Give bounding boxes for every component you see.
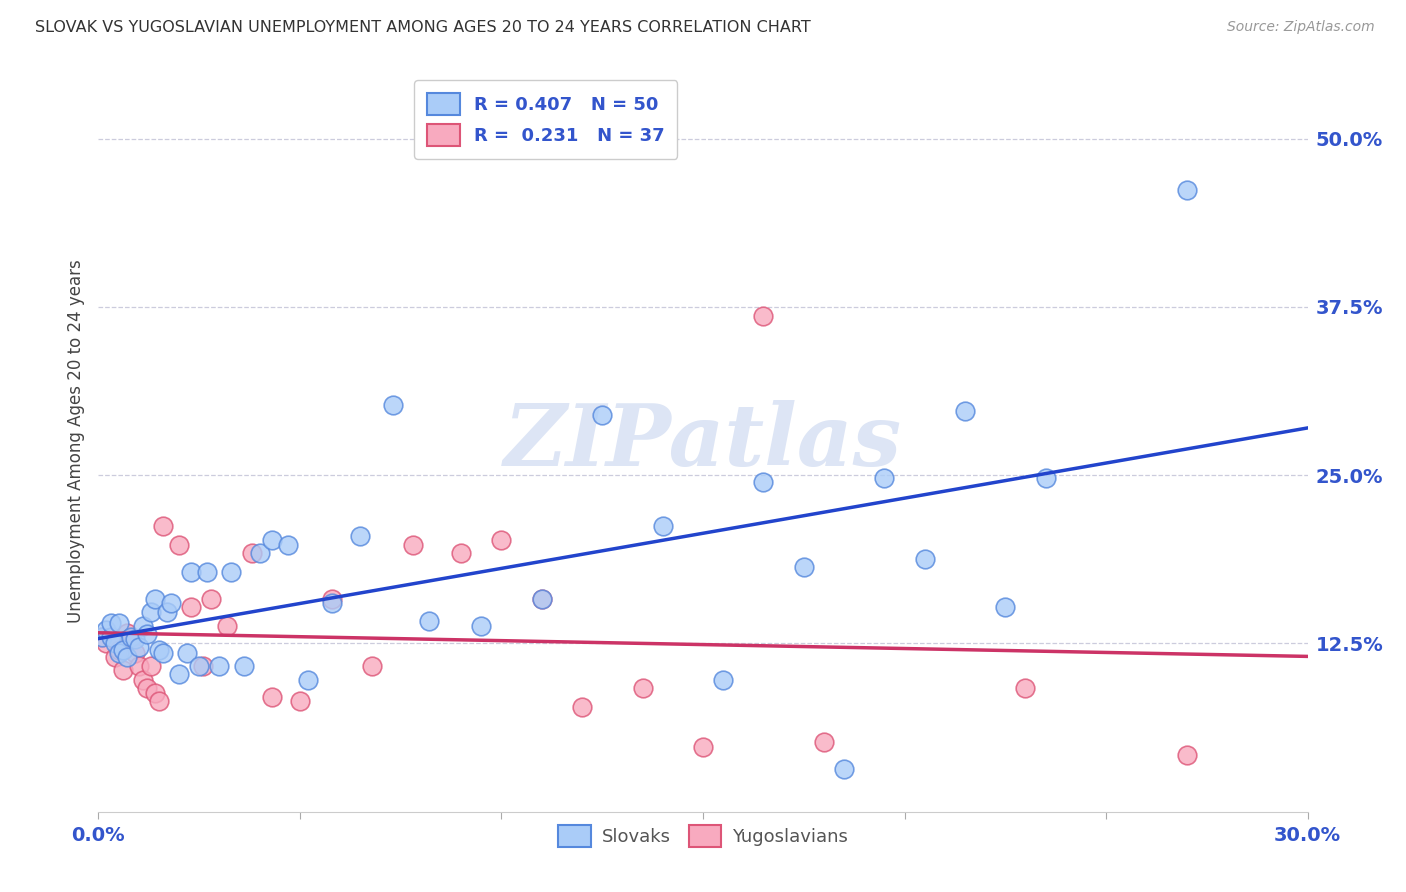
Point	[200, 592, 222, 607]
Point	[651, 519, 673, 533]
Point	[107, 646, 129, 660]
Point	[914, 551, 936, 566]
Point	[132, 673, 155, 687]
Point	[103, 649, 125, 664]
Point	[135, 627, 157, 641]
Point	[873, 471, 896, 485]
Legend: Slovaks, Yugoslavians: Slovaks, Yugoslavians	[551, 818, 855, 855]
Point	[631, 681, 654, 695]
Point	[96, 636, 118, 650]
Point	[530, 592, 553, 607]
Point	[180, 565, 202, 579]
Point	[288, 694, 311, 708]
Point	[120, 630, 142, 644]
Point	[107, 643, 129, 657]
Point	[260, 533, 283, 547]
Point	[128, 640, 150, 655]
Point	[96, 623, 118, 637]
Point	[221, 565, 243, 579]
Point	[232, 659, 254, 673]
Point	[115, 649, 138, 664]
Point	[167, 538, 190, 552]
Point	[260, 690, 283, 705]
Point	[128, 659, 150, 673]
Point	[100, 630, 122, 644]
Point	[752, 475, 775, 489]
Point	[139, 606, 162, 620]
Point	[591, 408, 613, 422]
Point	[1175, 183, 1198, 197]
Point	[953, 403, 976, 417]
Y-axis label: Unemployment Among Ages 20 to 24 years: Unemployment Among Ages 20 to 24 years	[66, 260, 84, 624]
Point	[249, 546, 271, 560]
Point	[100, 616, 122, 631]
Point	[100, 630, 122, 644]
Point	[156, 606, 179, 620]
Point	[195, 565, 218, 579]
Point	[1175, 748, 1198, 763]
Point	[176, 646, 198, 660]
Point	[832, 762, 855, 776]
Point	[148, 643, 170, 657]
Point	[321, 596, 343, 610]
Point	[470, 619, 492, 633]
Point	[160, 596, 183, 610]
Point	[124, 632, 146, 647]
Point	[361, 659, 384, 673]
Point	[193, 659, 215, 673]
Text: ZIPatlas: ZIPatlas	[503, 400, 903, 483]
Point	[418, 614, 440, 628]
Point	[180, 600, 202, 615]
Point	[491, 533, 513, 547]
Point	[120, 632, 142, 647]
Point	[148, 694, 170, 708]
Point	[349, 529, 371, 543]
Point	[1035, 471, 1057, 485]
Point	[277, 538, 299, 552]
Point	[530, 592, 553, 607]
Point	[752, 310, 775, 324]
Point	[240, 546, 263, 560]
Point	[111, 664, 134, 678]
Point	[111, 643, 134, 657]
Point	[152, 646, 174, 660]
Point	[1014, 681, 1036, 695]
Point	[692, 740, 714, 755]
Point	[793, 559, 815, 574]
Point	[188, 659, 211, 673]
Point	[321, 592, 343, 607]
Point	[143, 686, 166, 700]
Point	[402, 538, 425, 552]
Point	[711, 673, 734, 687]
Point	[813, 735, 835, 749]
Point	[135, 681, 157, 695]
Point	[139, 659, 162, 673]
Point	[103, 636, 125, 650]
Point	[217, 619, 239, 633]
Point	[115, 625, 138, 640]
Point	[124, 646, 146, 660]
Point	[91, 630, 114, 644]
Point	[994, 600, 1017, 615]
Point	[208, 659, 231, 673]
Point	[450, 546, 472, 560]
Point	[297, 673, 319, 687]
Point	[132, 619, 155, 633]
Point	[167, 667, 190, 681]
Text: SLOVAK VS YUGOSLAVIAN UNEMPLOYMENT AMONG AGES 20 TO 24 YEARS CORRELATION CHART: SLOVAK VS YUGOSLAVIAN UNEMPLOYMENT AMONG…	[35, 20, 811, 35]
Point	[143, 592, 166, 607]
Point	[571, 699, 593, 714]
Point	[152, 519, 174, 533]
Point	[107, 616, 129, 631]
Point	[91, 630, 114, 644]
Point	[381, 398, 404, 412]
Text: Source: ZipAtlas.com: Source: ZipAtlas.com	[1227, 20, 1375, 34]
